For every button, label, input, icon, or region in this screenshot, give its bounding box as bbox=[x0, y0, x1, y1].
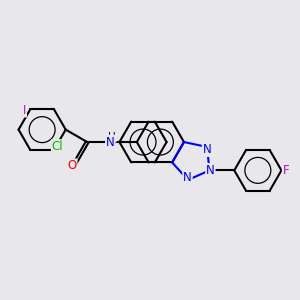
Text: N: N bbox=[183, 171, 192, 184]
Text: N: N bbox=[202, 143, 211, 156]
Text: N: N bbox=[206, 164, 215, 177]
Text: N: N bbox=[106, 136, 115, 148]
Text: Cl: Cl bbox=[52, 140, 63, 153]
Text: F: F bbox=[283, 164, 289, 177]
Text: H: H bbox=[108, 132, 116, 142]
Text: O: O bbox=[68, 159, 77, 172]
Text: I: I bbox=[23, 103, 26, 117]
